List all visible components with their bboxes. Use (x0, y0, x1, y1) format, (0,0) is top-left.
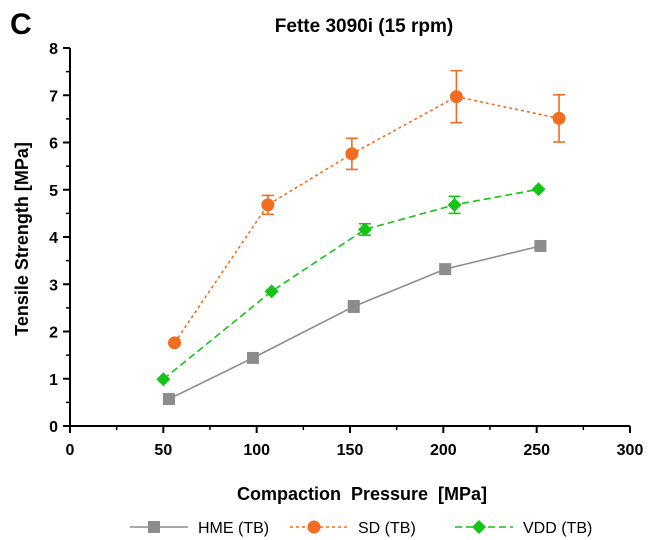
series-line (173, 95, 560, 344)
y-tick-label: 8 (49, 41, 58, 58)
series-1 (162, 239, 547, 406)
y-tick-label: 0 (49, 419, 58, 436)
data-point (264, 284, 279, 299)
legend-item: VDD (TB) (455, 520, 592, 537)
y-tick-label: 3 (49, 277, 58, 294)
legend-label: HME (TB) (198, 520, 269, 537)
x-tick-label: 0 (66, 442, 75, 459)
legend: HME (TB) SD (TB) VDD (TB) (130, 520, 592, 537)
legend-label: VDD (TB) (523, 520, 592, 537)
data-point (168, 336, 182, 350)
data-point (534, 239, 547, 252)
x-tick-label: 50 (154, 442, 172, 459)
series-3 (156, 182, 546, 387)
data-point (357, 222, 372, 237)
legend-marker (307, 520, 321, 534)
y-tick-label: 4 (49, 230, 58, 247)
panel-letter: C (10, 8, 32, 41)
data-point (552, 111, 566, 125)
data-point (347, 300, 360, 313)
data-point (345, 147, 359, 161)
legend-item: HME (TB) (130, 520, 269, 537)
series-line (168, 245, 541, 400)
data-point (246, 351, 259, 364)
data-point (439, 263, 452, 276)
x-tick-label: 200 (430, 442, 457, 459)
x-tick-label: 300 (617, 442, 644, 459)
series-line (162, 188, 539, 380)
x-tick-label: 250 (523, 442, 550, 459)
data-point (156, 372, 171, 387)
legend-marker (148, 521, 160, 533)
y-tick-label: 6 (49, 136, 58, 153)
y-tick-label: 7 (49, 88, 58, 105)
data-point (531, 182, 546, 197)
x-tick-label: 100 (243, 442, 270, 459)
series-2 (168, 69, 566, 350)
y-tick-label: 5 (49, 183, 58, 200)
legend-item: SD (TB) (290, 520, 416, 537)
legend-marker (472, 520, 486, 534)
x-tick-label: 150 (337, 442, 364, 459)
series-layer (156, 69, 566, 406)
legend-label: SD (TB) (358, 520, 416, 537)
y-axis-title: Tensile Strength [MPa] (12, 142, 32, 336)
axes: 0 1 2 3 4 5 6 7 8 0 50 100 150 200 250 300 (49, 41, 643, 459)
data-point (447, 197, 462, 212)
x-axis-title: Compaction Pressure [MPa] (237, 484, 487, 504)
data-point (261, 198, 275, 212)
chart-title: Fette 3090i (15 rpm) (275, 16, 453, 37)
data-point (162, 393, 175, 406)
y-tick-label: 1 (49, 372, 58, 389)
y-tick-label: 2 (49, 325, 58, 342)
data-point (449, 90, 463, 104)
